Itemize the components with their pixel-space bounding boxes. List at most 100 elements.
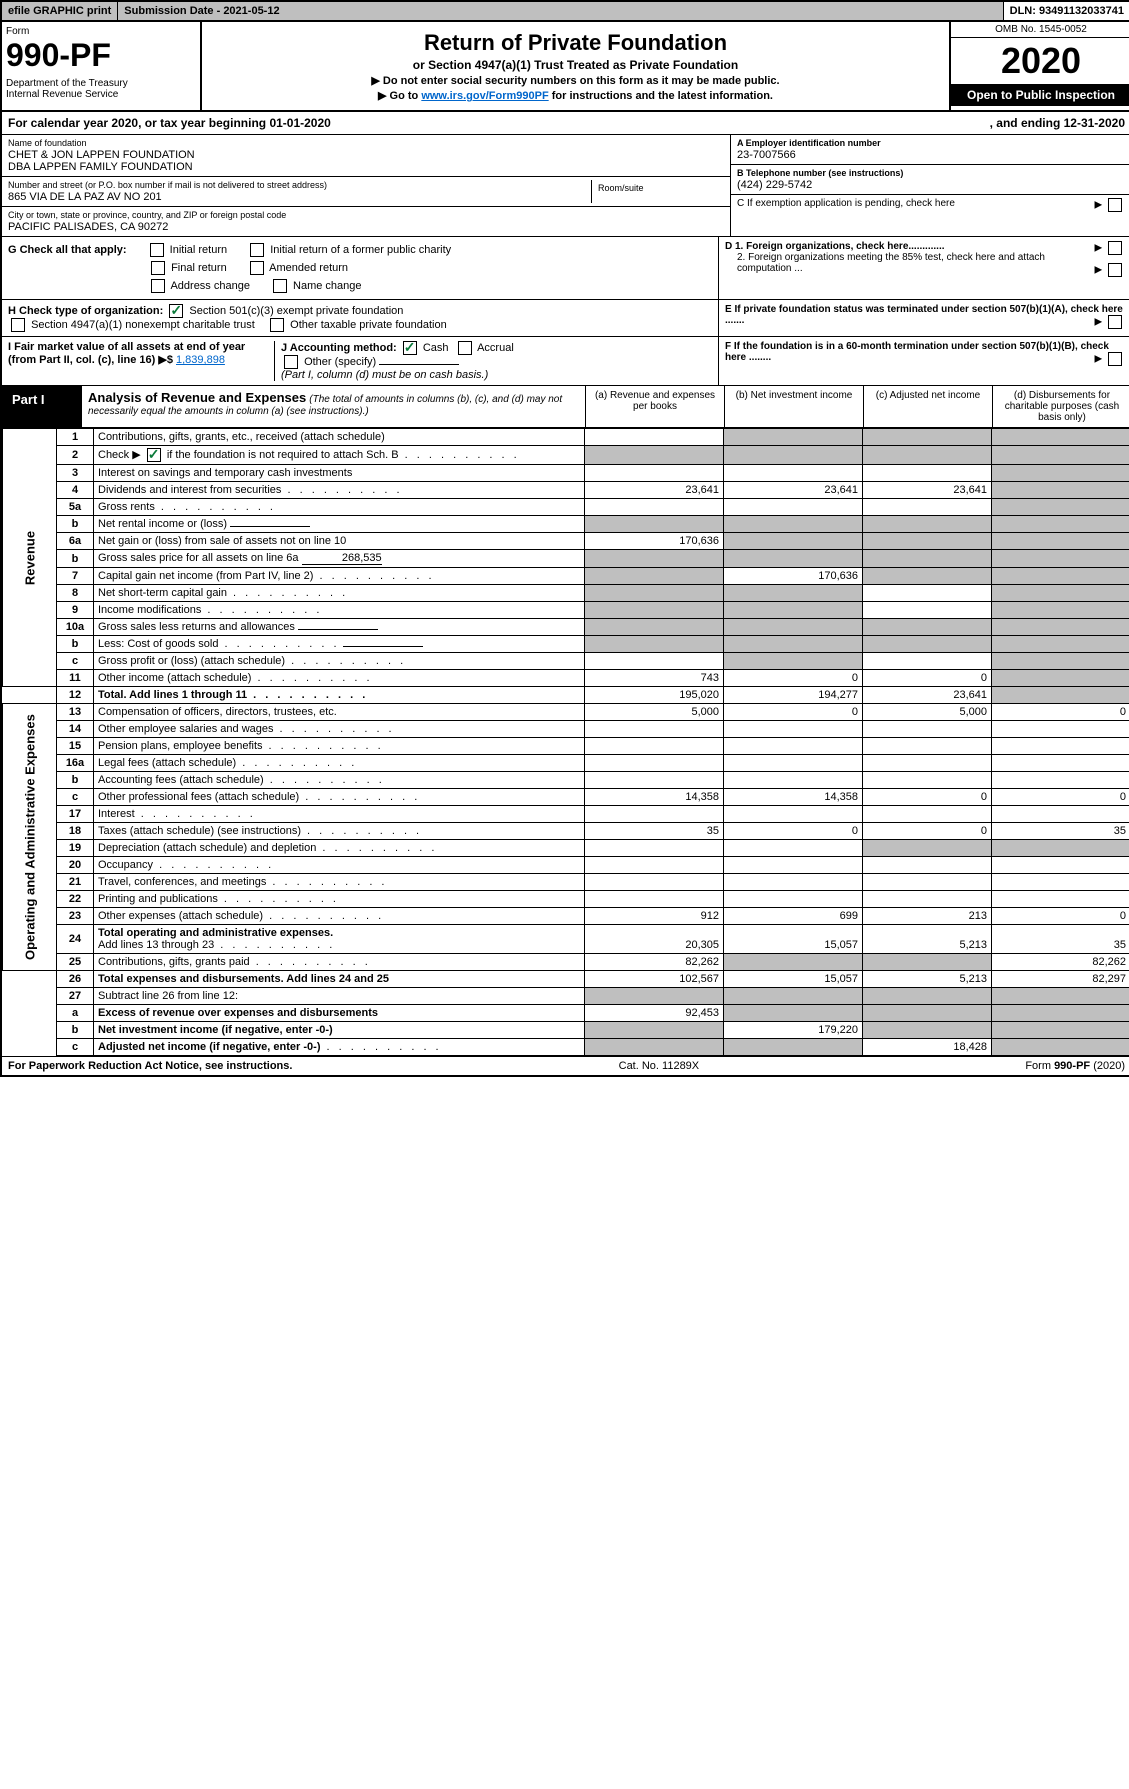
row-num: 18 [57,823,94,840]
val-13a: 5,000 [585,704,724,721]
h-label: H Check type of organization: [8,305,163,317]
name-change-checkbox[interactable] [273,279,287,293]
d-section: D 1. Foreign organizations, check here..… [718,237,1129,299]
e-checkbox[interactable] [1108,315,1122,329]
cal-year-begin: For calendar year 2020, or tax year begi… [8,116,331,130]
schb-checkbox[interactable] [147,448,161,462]
calendar-year-row: For calendar year 2020, or tax year begi… [2,112,1129,135]
line-5b-text: Net rental income or (loss) [98,518,227,530]
city-cell: City or town, state or province, country… [2,207,730,236]
val-18d: 35 [992,823,1129,840]
other-method-checkbox[interactable] [284,355,298,369]
cogs-input[interactable] [343,646,423,647]
amended-label: Amended return [269,262,348,274]
line-15-text: Pension plans, employee benefits [98,740,263,752]
initial-former-checkbox[interactable] [250,243,264,257]
501c3-checkbox[interactable] [169,304,183,318]
val-13b: 0 [724,704,863,721]
line-1: Contributions, gifts, grants, etc., rece… [94,429,585,446]
gross-sales-input[interactable] [298,629,378,630]
line-4: Dividends and interest from securities [94,482,585,499]
line-17: Interest [94,806,585,823]
tax-year: 2020 [951,38,1129,84]
other-taxable-checkbox[interactable] [270,318,284,332]
f-checkbox[interactable] [1108,352,1122,366]
fmv-value[interactable]: 1,839,898 [176,354,225,366]
final-return-checkbox[interactable] [151,261,165,275]
line-10a-text: Gross sales less returns and allowances [98,621,295,633]
line-27a: Excess of revenue over expenses and disb… [94,1005,585,1022]
efile-label: efile GRAPHIC print [2,2,118,20]
line-25-text: Contributions, gifts, grants paid [98,956,250,968]
info-section: Name of foundation CHET & JON LAPPEN FOU… [2,135,1129,237]
col-a-header: (a) Revenue and expenses per books [585,386,724,427]
initial-former-label: Initial return of a former public charit… [270,244,451,256]
ein-label: A Employer identification number [737,138,1125,148]
line-18-text: Taxes (attach schedule) (see instruction… [98,825,301,837]
amended-checkbox[interactable] [250,261,264,275]
row-num: 25 [57,954,94,971]
initial-return-checkbox[interactable] [150,243,164,257]
accrual-checkbox[interactable] [458,341,472,355]
row-num: 16a [57,755,94,772]
form-page: efile GRAPHIC print Submission Date - 20… [0,0,1129,1077]
line-6b-text: Gross sales price for all assets on line… [98,552,299,564]
rental-input[interactable] [230,526,310,527]
header-left: Form 990-PF Department of the Treasury I… [2,22,202,110]
submission-date: Submission Date - 2021-05-12 [118,2,1003,20]
line-8-text: Net short-term capital gain [98,587,227,599]
501c3-label: Section 501(c)(3) exempt private foundat… [189,305,403,317]
line-18: Taxes (attach schedule) (see instruction… [94,823,585,840]
ein-cell: A Employer identification number 23-7007… [731,135,1129,165]
city-value: PACIFIC PALISADES, CA 90272 [8,221,724,233]
val-7b: 170,636 [724,568,863,585]
f-label: F If the foundation is in a 60-month ter… [725,341,1109,363]
d2-checkbox[interactable] [1108,263,1122,277]
i-j-section: I Fair market value of all assets at end… [2,337,718,385]
val-12b: 194,277 [724,687,863,704]
omb-number: OMB No. 1545-0052 [951,22,1129,38]
ein-value: 23-7007566 [737,149,1125,161]
val-26b: 15,057 [724,971,863,988]
4947-checkbox[interactable] [11,318,25,332]
cash-label: Cash [423,342,449,354]
row-num: 26 [57,971,94,988]
bullet-2: ▶ Go to www.irs.gov/Form990PF for instru… [208,89,943,102]
gross-sales-value: 268,535 [302,552,382,565]
form-title: Return of Private Foundation [208,30,943,56]
line-23-text: Other expenses (attach schedule) [98,910,263,922]
val-23c: 213 [863,908,992,925]
form-label: Form [6,26,196,37]
final-label: Final return [171,262,227,274]
irs-link[interactable]: www.irs.gov/Form990PF [421,90,548,102]
info-left: Name of foundation CHET & JON LAPPEN FOU… [2,135,730,236]
val-27c: 18,428 [863,1039,992,1056]
part-title-cell: Analysis of Revenue and Expenses (The to… [82,386,585,427]
line-12: Total. Add lines 1 through 11 [94,687,585,704]
line-27c: Adjusted net income (if negative, enter … [94,1039,585,1056]
j-label: J Accounting method: [281,342,397,354]
other-method-label: Other (specify) [304,356,376,368]
line-23: Other expenses (attach schedule) [94,908,585,925]
val-25a: 82,262 [585,954,724,971]
row-num: b [57,550,94,568]
addr-change-checkbox[interactable] [151,279,165,293]
line-10b: Less: Cost of goods sold [94,636,585,653]
line-10c-text: Gross profit or (loss) (attach schedule) [98,655,285,667]
j-note: (Part I, column (d) must be on cash basi… [281,369,488,381]
other-method-input[interactable] [379,364,459,365]
c-checkbox[interactable] [1108,198,1122,212]
line-24b-text: Add lines 13 through 23 [98,939,214,951]
row-num: b [57,636,94,653]
cal-year-end: , and ending 12-31-2020 [990,116,1125,130]
val-23a: 912 [585,908,724,925]
line-2: Check ▶ if the foundation is not require… [94,446,585,465]
d1-checkbox[interactable] [1108,241,1122,255]
street-address: 865 VIA DE LA PAZ AV NO 201 [8,191,591,203]
line-12-text: Total. Add lines 1 through 11 [98,689,247,701]
val-6a: 170,636 [585,533,724,550]
part-label: Part I [2,386,82,427]
row-num: 17 [57,806,94,823]
cash-checkbox[interactable] [403,341,417,355]
line-19-text: Depreciation (attach schedule) and deple… [98,842,316,854]
